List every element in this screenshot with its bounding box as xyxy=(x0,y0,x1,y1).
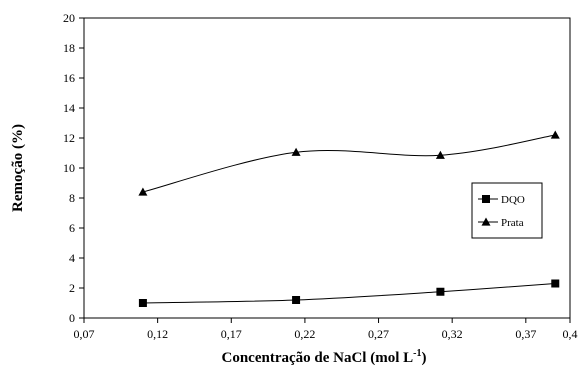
x-tick-label: 0,07 xyxy=(74,327,95,341)
y-axis-ticks: 0 2 4 6 8 10 12 14 16 18 20 xyxy=(63,11,84,325)
y-tick-label: 6 xyxy=(69,221,75,235)
series-layer xyxy=(138,130,560,307)
y-axis-title: Remoção (%) xyxy=(10,124,26,212)
y-tick-label: 8 xyxy=(69,191,75,205)
x-axis-title-close: ) xyxy=(421,350,426,366)
y-tick-label: 2 xyxy=(69,281,75,295)
data-point-dqo xyxy=(436,287,445,296)
x-tick-label: 0,27 xyxy=(368,327,389,341)
plot-frame xyxy=(83,17,571,319)
legend-label-prata: Prata xyxy=(501,217,524,229)
y-tick-label: 0 xyxy=(69,311,75,325)
y-tick-label: 14 xyxy=(63,101,75,115)
y-tick-label: 20 xyxy=(63,11,75,25)
series-prata xyxy=(138,130,560,196)
data-point-prata xyxy=(550,130,560,139)
x-tick-label: 0,37 xyxy=(515,327,536,341)
x-axis-title-superscript: -1 xyxy=(413,348,421,359)
legend-entry-dqo: DQO xyxy=(478,194,525,206)
legend: DQO Prata xyxy=(471,182,543,239)
data-point-dqo xyxy=(551,279,560,288)
legend-marker-dqo xyxy=(482,195,490,203)
x-tick-label: 0,22 xyxy=(294,327,315,341)
series-line-dqo xyxy=(142,283,556,304)
plot-area-border xyxy=(83,17,571,319)
data-point-dqo xyxy=(292,296,301,304)
y-tick-label: 10 xyxy=(63,161,75,175)
y-tick-label: 4 xyxy=(69,251,75,265)
legend-label-dqo: DQO xyxy=(501,194,525,206)
x-axis-ticks: 0,07 0,12 0,17 0,22 0,27 0,32 0,37 0,4 xyxy=(74,318,578,341)
legend-entry-prata: Prata xyxy=(478,217,524,229)
x-tick-label: 0,4 xyxy=(563,327,578,341)
legend-box xyxy=(471,182,543,239)
y-tick-label: 16 xyxy=(63,71,75,85)
series-line-prata xyxy=(142,134,556,193)
series-dqo xyxy=(138,279,560,307)
y-tick-label: 18 xyxy=(63,41,75,55)
data-point-prata xyxy=(435,150,445,159)
data-point-dqo xyxy=(138,299,147,307)
data-point-prata xyxy=(138,187,148,196)
x-axis-title: Concentração de NaCl (mol L-1) xyxy=(222,348,427,366)
x-tick-label: 0,17 xyxy=(221,327,242,341)
x-tick-label: 0,12 xyxy=(147,327,168,341)
x-tick-label: 0,32 xyxy=(442,327,463,341)
legend-marker-prata xyxy=(481,217,491,226)
x-axis-title-text: Concentração de NaCl (mol L xyxy=(222,350,414,366)
y-tick-label: 12 xyxy=(63,131,75,145)
data-point-prata xyxy=(291,147,301,156)
